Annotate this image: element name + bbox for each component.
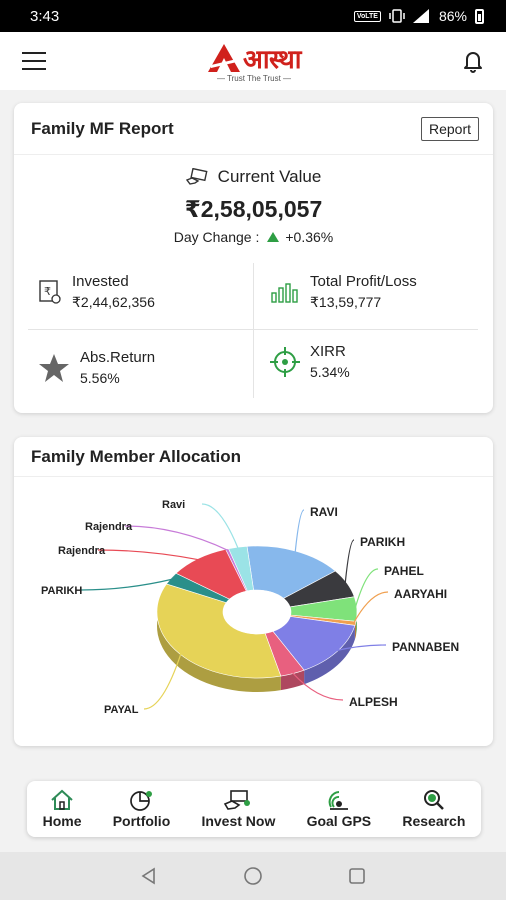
profit-loss-label: Total Profit/Loss	[310, 273, 417, 290]
signal-icon	[412, 9, 429, 23]
target-icon	[270, 346, 300, 377]
pie-center-hole	[223, 590, 291, 634]
recents-icon[interactable]	[348, 867, 366, 885]
battery-percent: 86%	[438, 8, 467, 24]
nav-portfolio-label: Portfolio	[112, 813, 171, 829]
pie-label: ALPESH	[349, 695, 398, 709]
portfolio-icon	[130, 791, 153, 811]
status-time: 3:43	[30, 7, 60, 25]
nav-invest-now-label: Invest Now	[201, 813, 276, 829]
pie-label: PANNABEN	[392, 640, 460, 654]
menu-icon[interactable]	[22, 52, 46, 70]
invest-hand-icon	[224, 790, 251, 810]
current-value-heading: Current Value	[14, 167, 493, 187]
nav-goal-gps-label: Goal GPS	[306, 813, 372, 829]
up-arrow-icon	[267, 232, 280, 242]
pie-slice-side	[354, 621, 356, 640]
pie-label: RAVI	[310, 505, 338, 519]
money-hand-icon	[185, 168, 208, 185]
day-change-label: Day Change :	[173, 229, 260, 245]
system-navigation-bar	[0, 852, 506, 900]
nav-research[interactable]: Research	[402, 789, 465, 829]
xirr-value: 5.34%	[310, 364, 350, 380]
bar-chart-icon	[271, 283, 298, 303]
report-button[interactable]: Report	[420, 116, 479, 141]
battery-icon	[475, 8, 484, 24]
bottom-navigation: Home Portfolio Invest Now Goal GPS	[27, 781, 481, 837]
nav-home-label: Home	[42, 813, 82, 829]
invested-icon: ₹	[39, 280, 61, 304]
pie-label: AARYAHI	[394, 587, 448, 601]
xirr-label: XIRR	[310, 343, 346, 360]
app-logo: आस्था — Trust The Trust —	[207, 40, 302, 83]
allocation-card-header: Family Member Allocation	[14, 437, 493, 477]
profit-loss-value: ₹13,59,777	[310, 294, 382, 310]
invested-stat: ₹ Invested ₹2,44,62,356	[38, 273, 155, 311]
pie-leader-line	[294, 509, 305, 553]
pie-label: Rajendra	[85, 521, 133, 533]
report-card-title: Family MF Report	[31, 118, 174, 138]
profit-loss-stat: Total Profit/Loss ₹13,59,777	[270, 273, 417, 311]
nav-goal-gps[interactable]: Goal GPS	[306, 789, 372, 829]
nav-research-label: Research	[402, 813, 466, 829]
pie-label: PARIKH	[41, 585, 83, 597]
day-change-value: +0.36%	[285, 229, 334, 245]
allocation-pie-chart	[80, 503, 389, 710]
pie-leader-line	[354, 568, 379, 610]
logo-tagline: — Trust The Trust —	[216, 73, 292, 83]
family-mf-report-card: Family MF Report Report Current Value ₹2…	[14, 103, 493, 413]
vibrate-icon	[389, 9, 405, 23]
report-card-header: Family MF Report Report	[14, 103, 493, 155]
home-icon	[51, 789, 73, 810]
pie-leader-line	[143, 652, 182, 710]
logo-wordmark: आस्था	[242, 44, 302, 75]
home-circle-icon[interactable]	[243, 866, 263, 886]
allocation-card-title: Family Member Allocation	[31, 446, 242, 466]
abs-return-stat: Abs.Return 5.56%	[38, 349, 155, 386]
pie-slice-side	[157, 583, 281, 692]
invested-value: ₹2,44,62,356	[72, 294, 155, 310]
research-magnifier-icon	[423, 790, 444, 810]
stats-vertical-divider	[253, 263, 254, 398]
nav-invest-now[interactable]: Invest Now	[201, 789, 275, 829]
notification-bell-icon[interactable]	[462, 49, 484, 73]
pie-leader-line	[124, 525, 228, 551]
pie-label: PARIKH	[360, 535, 406, 549]
nav-home[interactable]: Home	[43, 789, 82, 829]
day-change: Day Change : +0.36%	[14, 229, 493, 245]
logo-emblem-icon	[207, 43, 240, 72]
pie-label: PAHEL	[384, 564, 424, 578]
pie-label: Rajendra	[58, 545, 106, 557]
status-bar: 3:43 VoLTE 86%	[0, 0, 506, 32]
stats-horizontal-divider	[28, 329, 478, 330]
nav-portfolio[interactable]: Portfolio	[112, 789, 171, 829]
back-icon[interactable]	[140, 867, 158, 885]
pie-label: Ravi	[162, 499, 186, 511]
pie-leader-line	[291, 671, 344, 701]
invested-label: Invested	[72, 273, 129, 290]
volte-icon: VoLTE	[353, 10, 381, 22]
current-value-amount: ₹2,58,05,057	[184, 196, 323, 222]
abs-return-value: 5.56%	[80, 370, 120, 386]
pie-leader-line	[353, 591, 389, 624]
svg-text:₹: ₹	[44, 285, 51, 298]
app-bar: आस्था — Trust The Trust —	[0, 32, 506, 90]
pie-leader-line	[201, 503, 239, 549]
pie-leader-line	[97, 549, 200, 561]
abs-return-label: Abs.Return	[80, 349, 156, 366]
family-allocation-card: Family Member Allocation RAVI PARIKH PAHEL…	[14, 437, 493, 746]
pie-leader-line	[80, 578, 173, 591]
pie-leader-line	[344, 539, 355, 584]
status-icons: VoLTE 86%	[353, 8, 484, 24]
xirr-stat: XIRR 5.34%	[270, 343, 350, 380]
pie-label: PAYAL	[104, 704, 139, 716]
star-icon	[39, 353, 69, 382]
pie-slice-side	[304, 625, 355, 685]
pie-leader-line	[335, 644, 387, 652]
goal-gps-icon	[328, 791, 348, 810]
current-value-label: Current Value	[217, 167, 322, 186]
